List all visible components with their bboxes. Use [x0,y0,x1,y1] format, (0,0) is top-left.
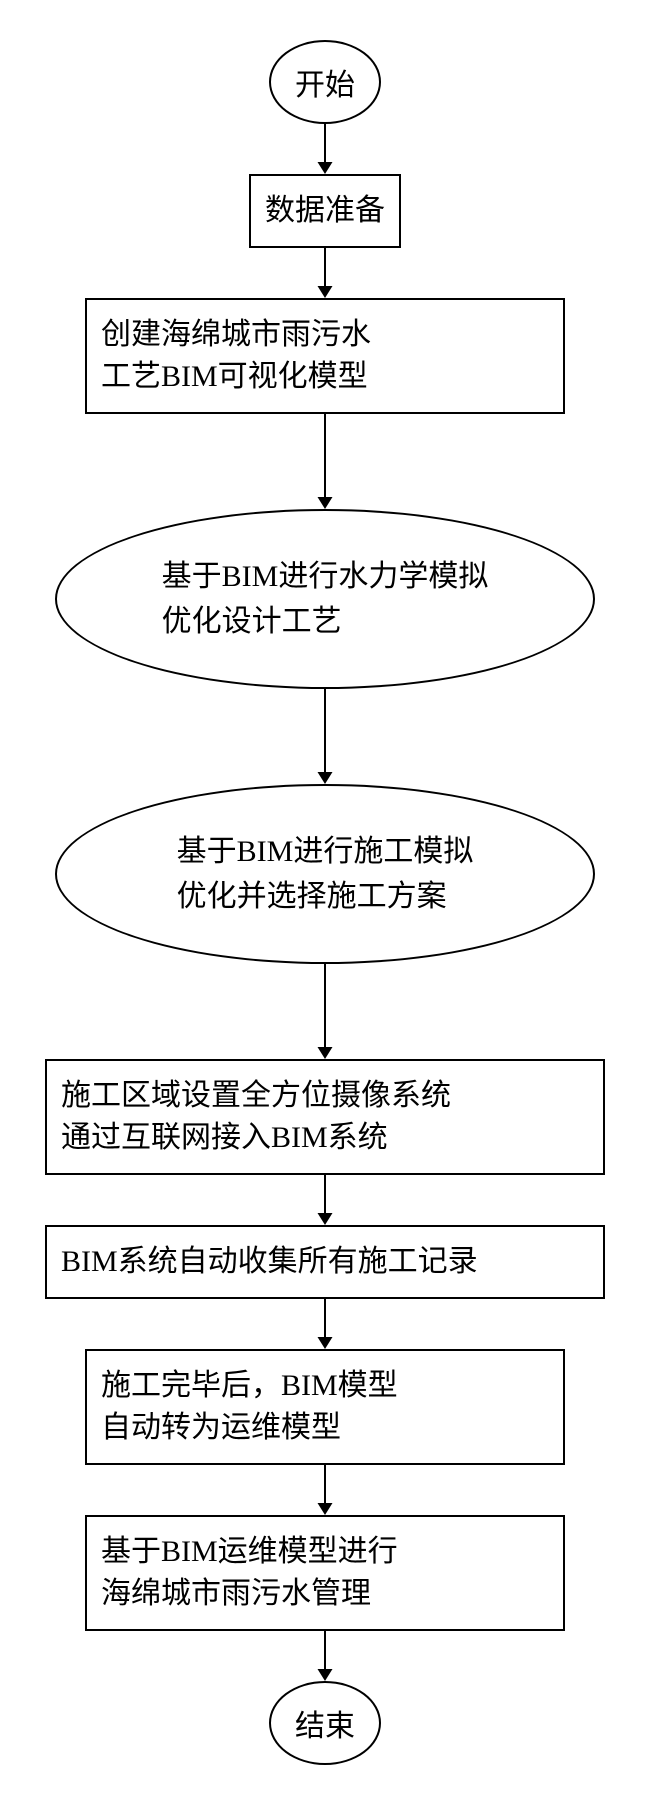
arrow-5 [313,964,337,1059]
flowchart-root: 开始 数据准备 创建海绵城市雨污水工艺BIM可视化模型 基于BIM进行水力学模拟… [0,0,650,1805]
arrow-9 [313,1631,337,1681]
manage-label: 基于BIM运维模型进行海绵城市雨污水管理 [101,1531,398,1615]
process-convert: 施工完毕后，BIM模型自动转为运维模型 [85,1349,565,1465]
terminator-end: 结束 [269,1681,381,1765]
ellipse-construction-sim: 基于BIM进行施工模拟优化并选择施工方案 [55,784,595,964]
arrow-7 [313,1299,337,1349]
process-create: 创建海绵城市雨污水工艺BIM可视化模型 [85,298,565,414]
arrow-4 [313,689,337,784]
prep-label: 数据准备 [265,190,385,232]
process-records: BIM系统自动收集所有施工记录 [45,1225,605,1299]
process-manage: 基于BIM运维模型进行海绵城市雨污水管理 [85,1515,565,1631]
hydraulic-label: 基于BIM进行水力学模拟优化设计工艺 [162,554,489,644]
start-label: 开始 [295,60,355,104]
convert-label: 施工完毕后，BIM模型自动转为运维模型 [101,1365,398,1449]
arrow-3 [313,414,337,509]
arrow-8 [313,1465,337,1515]
arrow-2 [313,248,337,298]
arrow-1 [313,124,337,174]
camera-label: 施工区域设置全方位摄像系统通过互联网接入BIM系统 [61,1075,451,1159]
terminator-start: 开始 [269,40,381,124]
records-label: BIM系统自动收集所有施工记录 [61,1241,478,1283]
ellipse-hydraulic: 基于BIM进行水力学模拟优化设计工艺 [55,509,595,689]
arrow-6 [313,1175,337,1225]
process-prep: 数据准备 [249,174,401,248]
end-label: 结束 [295,1701,355,1745]
process-camera: 施工区域设置全方位摄像系统通过互联网接入BIM系统 [45,1059,605,1175]
create-label: 创建海绵城市雨污水工艺BIM可视化模型 [101,314,371,398]
construction-sim-label: 基于BIM进行施工模拟优化并选择施工方案 [177,829,474,919]
